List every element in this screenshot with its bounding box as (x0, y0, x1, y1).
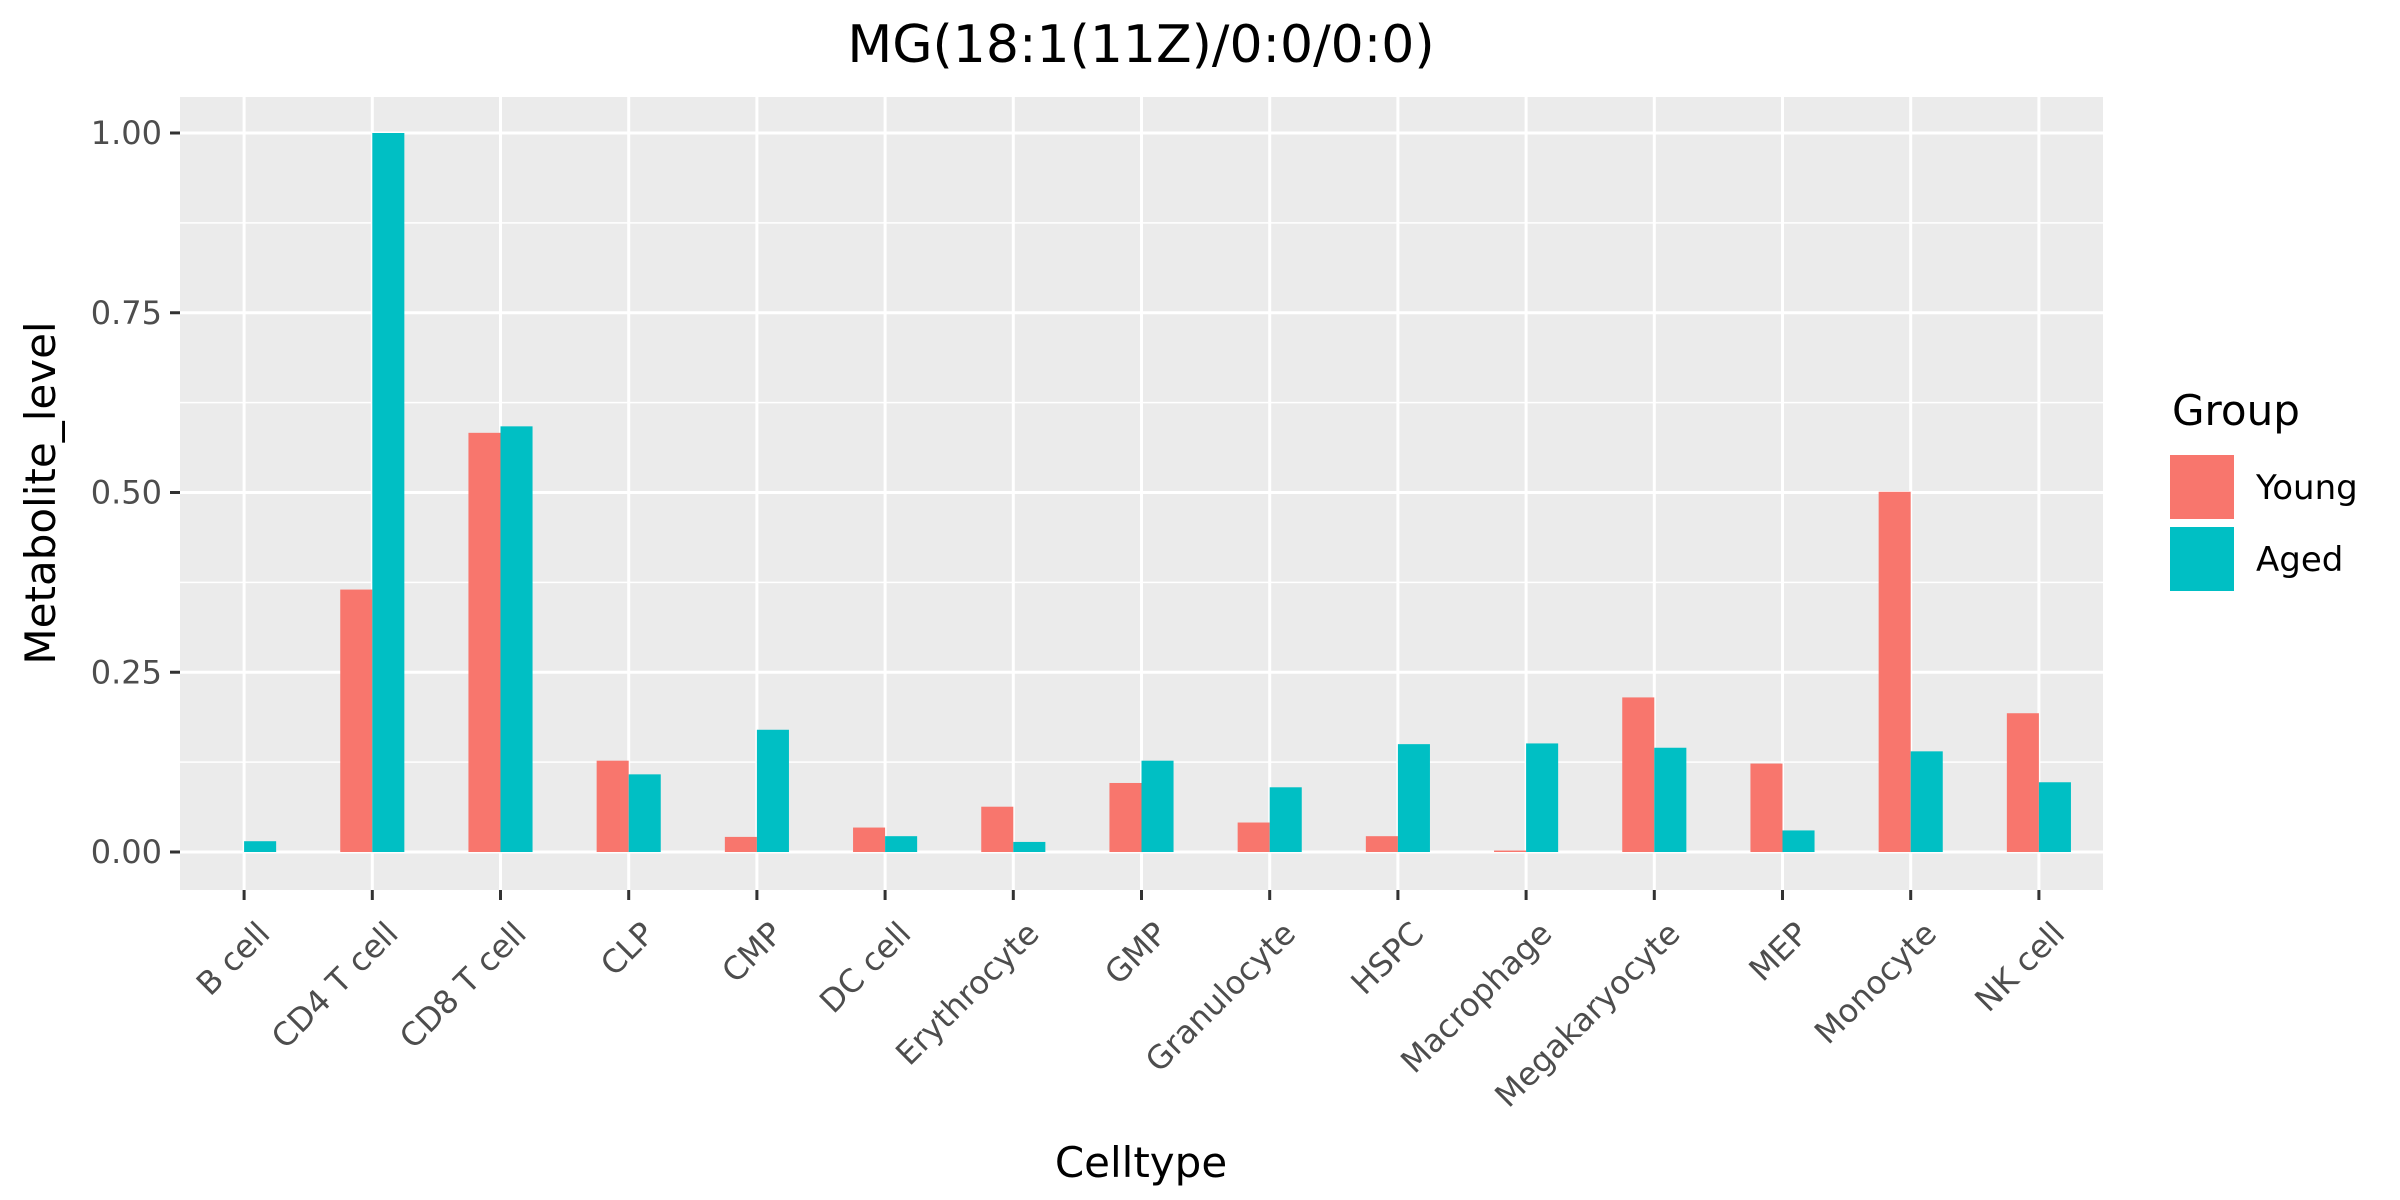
bar-aged-erythrocyte (1013, 841, 1046, 852)
bar-aged-cmp (756, 729, 789, 852)
bar-young-cd8-t-cell (468, 432, 501, 852)
legend-title: Group (2172, 386, 2300, 435)
bar-young-nk-cell (2006, 713, 2039, 852)
bar-young-megakaryocyte (1622, 697, 1655, 852)
bar-young-cmp (724, 836, 757, 852)
legend-key-aged (2170, 527, 2234, 591)
y-tick-label: 1.00 (91, 114, 162, 152)
bar-young-cd4-t-cell (340, 589, 373, 852)
bar-aged-hspc (1397, 744, 1430, 852)
bar-aged-nk-cell (2038, 782, 2071, 852)
bar-aged-monocyte (1910, 751, 1943, 852)
y-tick-label: 0.00 (91, 833, 162, 871)
x-tick-label: B cell (189, 914, 278, 1003)
bar-young-mep (1750, 763, 1783, 852)
x-tick-label: CLP (593, 914, 662, 983)
bar-young-granulocyte (1237, 822, 1270, 852)
bar-aged-gmp (1141, 760, 1174, 852)
legend-key-young (2170, 455, 2234, 519)
bar-aged-macrophage (1526, 743, 1559, 852)
x-tick-label: DC cell (812, 914, 918, 1020)
x-tick-label: HSPC (1343, 914, 1431, 1002)
bar-aged-clp (628, 774, 661, 852)
x-tick-label: CD8 T cell (392, 914, 534, 1056)
x-tick-label: CD4 T cell (264, 914, 406, 1056)
bar-young-macrophage (1494, 850, 1527, 852)
x-tick-label: NK cell (1967, 914, 2072, 1019)
x-axis-title: Celltype (1055, 1138, 1227, 1187)
bar-aged-granulocyte (1269, 787, 1302, 852)
x-tick-label: GMP (1097, 914, 1175, 992)
bar-young-monocyte (1878, 491, 1911, 852)
legend-label-aged: Aged (2256, 540, 2343, 580)
x-tick-label: MEP (1741, 914, 1815, 988)
bar-aged-mep (1782, 830, 1815, 852)
bar-young-clp (596, 760, 629, 852)
bar-aged-cd8-t-cell (500, 426, 533, 852)
bar-young-dc-cell (853, 827, 886, 852)
y-tick-label: 0.50 (91, 474, 162, 512)
y-axis-title: Metabolite_level (16, 321, 65, 664)
legend-label-young: Young (2255, 468, 2358, 508)
legend: Group Young Aged (2170, 386, 2358, 591)
bar-young-gmp (1109, 782, 1142, 852)
bars (244, 133, 2071, 852)
bar-young-erythrocyte (981, 806, 1014, 852)
x-tick-label: CMP (714, 914, 790, 990)
y-axis: 0.00 0.25 0.50 0.75 1.00 (91, 114, 180, 871)
chart-title: MG(18:1(11Z)/0:0/0:0) (847, 15, 1434, 75)
bar-aged-dc-cell (885, 836, 918, 852)
bar-young-hspc (1365, 836, 1398, 852)
y-tick-label: 0.25 (91, 653, 162, 691)
bar-aged-b-cell (244, 841, 277, 852)
bar-aged-cd4-t-cell (372, 133, 405, 852)
y-tick-label: 0.75 (91, 294, 162, 332)
x-tick-label: Monocyte (1807, 914, 1944, 1051)
bar-aged-megakaryocyte (1654, 747, 1687, 852)
